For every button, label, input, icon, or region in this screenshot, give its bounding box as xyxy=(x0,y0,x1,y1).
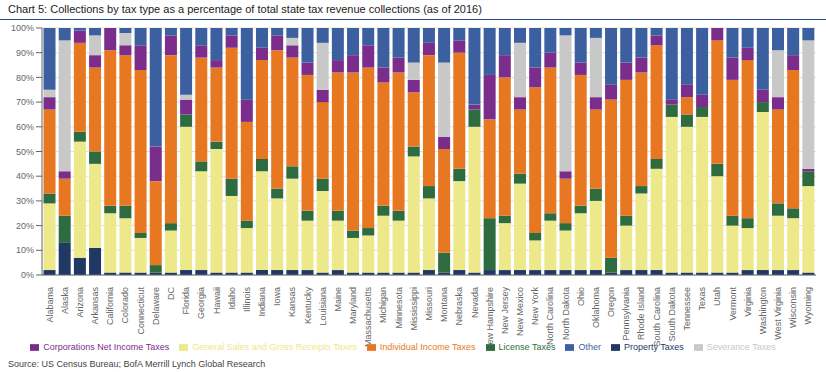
svg-text:Pennsylvania: Pennsylvania xyxy=(621,287,631,341)
svg-text:Alaska: Alaska xyxy=(60,287,70,314)
svg-text:Utah: Utah xyxy=(712,287,722,306)
svg-text:60%: 60% xyxy=(16,122,34,132)
svg-text:Florida: Florida xyxy=(181,287,191,315)
svg-text:Georgia: Georgia xyxy=(196,287,206,319)
svg-text:Arizona: Arizona xyxy=(75,287,85,318)
html-text:Severance Taxes: Severance Taxes xyxy=(706,342,776,352)
svg-text:0%: 0% xyxy=(21,270,34,280)
svg-text:Nebraska: Nebraska xyxy=(454,287,464,326)
svg-text:Oklahoma: Oklahoma xyxy=(591,287,601,328)
svg-text:California: California xyxy=(105,287,115,325)
svg-text:10%: 10% xyxy=(16,245,34,255)
html-text:Source: US Census Bureau; BofA: Source: US Census Bureau; BofA Merrill L… xyxy=(8,359,266,369)
svg-text:Wyoming: Wyoming xyxy=(803,287,813,324)
html-text:Other: Other xyxy=(578,342,601,352)
svg-text:Missouri: Missouri xyxy=(424,287,434,321)
svg-text:90%: 90% xyxy=(16,48,34,58)
svg-text:100%: 100% xyxy=(11,23,34,33)
svg-text:Massachusetts: Massachusetts xyxy=(363,287,373,348)
svg-text:Montana: Montana xyxy=(439,287,449,322)
svg-text:Illinois: Illinois xyxy=(242,287,252,313)
svg-text:Kentucky: Kentucky xyxy=(303,287,313,325)
svg-text:Oregon: Oregon xyxy=(606,287,616,317)
svg-text:Arkansas: Arkansas xyxy=(90,287,100,325)
svg-text:New Hampshire: New Hampshire xyxy=(485,287,495,351)
svg-text:North Dakota: North Dakota xyxy=(561,287,571,340)
html-text:General Sales and Gross Receip: General Sales and Gross Receipts Taxes xyxy=(192,342,357,352)
svg-text:Tennessee: Tennessee xyxy=(682,287,692,331)
svg-text:New York: New York xyxy=(530,287,540,326)
html-text:License Taxes: License Taxes xyxy=(498,342,556,352)
svg-text:Connecticut: Connecticut xyxy=(136,287,146,335)
svg-text:North Carolina: North Carolina xyxy=(545,287,555,345)
svg-text:Vermont: Vermont xyxy=(728,287,738,321)
svg-text:Delaware: Delaware xyxy=(151,287,161,325)
svg-text:Maine: Maine xyxy=(333,287,343,312)
svg-text:South Carolina: South Carolina xyxy=(652,287,662,347)
svg-text:South Dakota: South Dakota xyxy=(667,287,677,342)
svg-text:Iowa: Iowa xyxy=(272,287,282,306)
svg-text:Michigan: Michigan xyxy=(378,287,388,323)
svg-text:Texas: Texas xyxy=(697,287,707,311)
svg-text:Alabama: Alabama xyxy=(45,287,55,323)
svg-text:Idaho: Idaho xyxy=(227,287,237,310)
svg-text:Mississippi: Mississippi xyxy=(409,287,419,331)
svg-text:New Jersey: New Jersey xyxy=(500,287,510,335)
svg-text:Virginia: Virginia xyxy=(743,287,753,317)
svg-text:Minnesota: Minnesota xyxy=(394,287,404,329)
html-text:Corporations Net Income Taxes: Corporations Net Income Taxes xyxy=(43,342,170,352)
html-text:Property Taxes: Property Taxes xyxy=(623,342,684,352)
svg-text:80%: 80% xyxy=(16,73,34,83)
html-text:Chart 5: Collections by tax ty: Chart 5: Collections by tax type as a pe… xyxy=(8,3,482,15)
svg-text:DC: DC xyxy=(166,287,176,300)
svg-text:70%: 70% xyxy=(16,97,34,107)
svg-text:30%: 30% xyxy=(16,196,34,206)
svg-text:20%: 20% xyxy=(16,221,34,231)
svg-text:New Mexico: New Mexico xyxy=(515,287,525,336)
svg-text:Washington: Washington xyxy=(758,287,768,334)
html-text:Individual Income Taxes: Individual Income Taxes xyxy=(379,342,476,352)
svg-text:40%: 40% xyxy=(16,171,34,181)
svg-text:Wisconsin: Wisconsin xyxy=(788,287,798,328)
svg-text:Colorado: Colorado xyxy=(120,287,130,324)
svg-text:Hawaii: Hawaii xyxy=(212,287,222,314)
svg-text:Rhode Island: Rhode Island xyxy=(636,287,646,340)
svg-text:Kansas: Kansas xyxy=(287,287,297,318)
svg-text:Indiana: Indiana xyxy=(257,287,267,317)
svg-text:West Virginia: West Virginia xyxy=(773,287,783,340)
svg-text:Nevada: Nevada xyxy=(470,287,480,318)
svg-text:Ohio: Ohio xyxy=(576,287,586,306)
svg-text:Maryland: Maryland xyxy=(348,287,358,324)
svg-text:Louisiana: Louisiana xyxy=(318,287,328,326)
svg-text:50%: 50% xyxy=(16,147,34,157)
